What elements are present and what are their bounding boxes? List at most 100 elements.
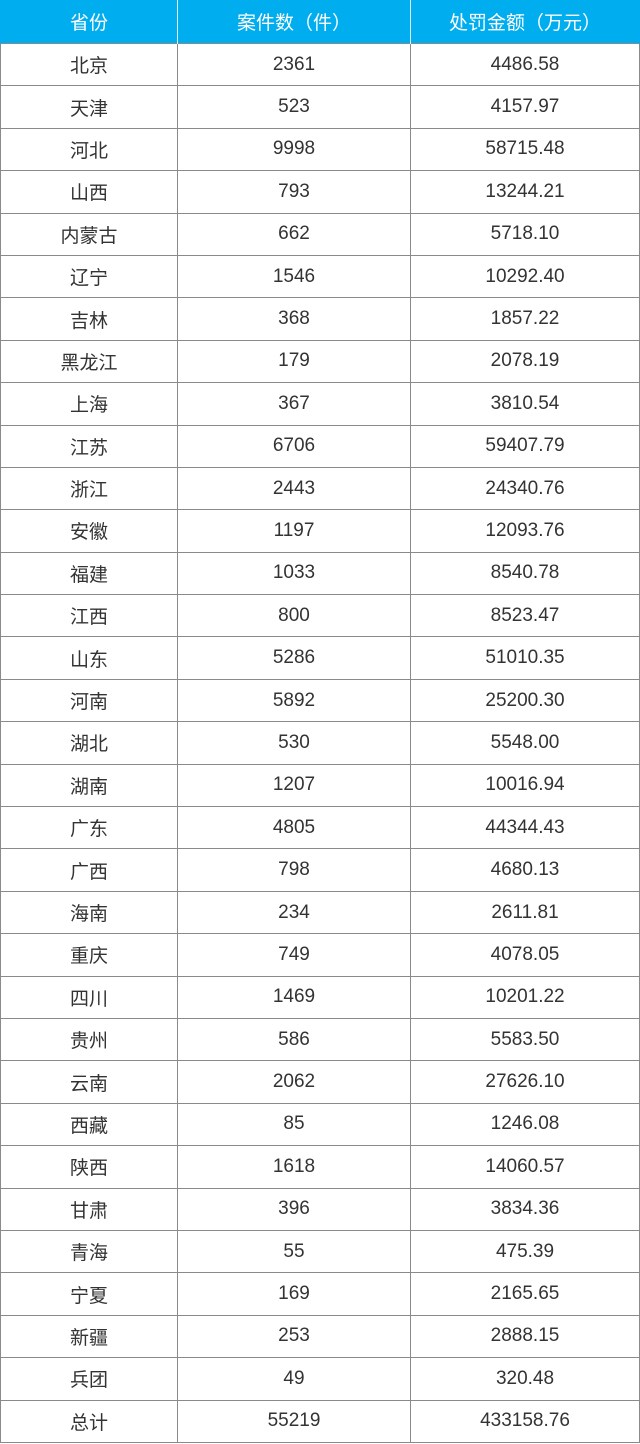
table-row: 海南 234 2611.81 (0, 890, 640, 935)
province-cell: 广西 (0, 848, 178, 892)
table-row: 湖南 1207 10016.94 (0, 763, 640, 808)
table-row: 北京 2361 4486.58 (0, 42, 640, 87)
province-cell: 宁夏 (0, 1272, 178, 1316)
province-cell: 贵州 (0, 1017, 178, 1062)
table-row: 青海 55 475.39 (0, 1229, 640, 1274)
table-row: 陕西 1618 14060.57 (0, 1145, 640, 1189)
case-count-cell: 749 (177, 933, 411, 977)
penalty-amount-cell: 14060.57 (410, 1145, 640, 1189)
penalty-amount-cell: 44344.43 (410, 806, 640, 850)
province-cell: 天津 (0, 85, 178, 129)
table-row: 辽宁 1546 10292.40 (0, 254, 640, 299)
table-row: 吉林 368 1857.22 (0, 297, 640, 341)
province-cell: 上海 (0, 382, 178, 426)
province-cell: 兵团 (0, 1357, 178, 1401)
case-count-cell: 55219 (177, 1399, 411, 1443)
case-count-cell: 49 (177, 1357, 411, 1401)
case-count-cell: 2361 (177, 42, 411, 87)
case-count-cell: 1033 (177, 551, 411, 596)
table-row: 福建 1033 8540.78 (0, 551, 640, 596)
table-row: 安徽 1197 12093.76 (0, 509, 640, 553)
header-case-count: 案件数（件） (177, 0, 411, 44)
penalty-amount-cell: 320.48 (410, 1357, 640, 1401)
penalty-amount-cell: 8540.78 (410, 551, 640, 596)
province-cell: 青海 (0, 1229, 178, 1274)
province-cell: 湖北 (0, 721, 178, 765)
table-row: 甘肃 396 3834.36 (0, 1187, 640, 1231)
case-count-cell: 5892 (177, 678, 411, 723)
table-row: 兵团 49 320.48 (0, 1357, 640, 1401)
case-count-cell: 1469 (177, 975, 411, 1019)
penalty-amount-cell: 5583.50 (410, 1017, 640, 1062)
case-count-cell: 2443 (177, 466, 411, 511)
table-row: 河北 9998 58715.48 (0, 127, 640, 172)
case-count-cell: 798 (177, 848, 411, 892)
province-cell: 黑龙江 (0, 339, 178, 384)
penalty-amount-cell: 4078.05 (410, 933, 640, 977)
province-cell: 广东 (0, 806, 178, 850)
province-cell: 重庆 (0, 933, 178, 977)
province-cell: 北京 (0, 42, 178, 87)
table-row: 河南 5892 25200.30 (0, 678, 640, 723)
table-row: 天津 523 4157.97 (0, 85, 640, 129)
table-body: 北京 2361 4486.58 天津 523 4157.97 河北 9998 58715.48 山… (0, 42, 640, 1443)
province-cell: 辽宁 (0, 254, 178, 299)
penalty-amount-cell: 5548.00 (410, 721, 640, 765)
penalty-amount-cell: 3810.54 (410, 382, 640, 426)
province-cell: 江西 (0, 594, 178, 638)
table-row: 贵州 586 5583.50 (0, 1017, 640, 1062)
table-row: 宁夏 169 2165.65 (0, 1272, 640, 1316)
penalty-amount-cell: 2165.65 (410, 1272, 640, 1316)
penalty-amount-cell: 10292.40 (410, 254, 640, 299)
penalty-amount-cell: 2888.15 (410, 1314, 640, 1359)
penalty-amount-cell: 25200.30 (410, 678, 640, 723)
penalty-amount-cell: 4680.13 (410, 848, 640, 892)
table-row: 黑龙江 179 2078.19 (0, 339, 640, 384)
penalty-amount-cell: 3834.36 (410, 1187, 640, 1231)
case-count-cell: 523 (177, 85, 411, 129)
province-cell: 四川 (0, 975, 178, 1019)
table-row: 云南 2062 27626.10 (0, 1060, 640, 1104)
case-count-cell: 1207 (177, 763, 411, 808)
table-row: 浙江 2443 24340.76 (0, 466, 640, 511)
case-count-cell: 1618 (177, 1145, 411, 1189)
table-row: 江西 800 8523.47 (0, 594, 640, 638)
header-row: 省份 案件数（件） 处罚金额（万元） (0, 0, 640, 44)
province-cell: 甘肃 (0, 1187, 178, 1231)
province-cell: 总计 (0, 1399, 178, 1443)
penalty-amount-cell: 4486.58 (410, 42, 640, 87)
penalty-amount-cell: 51010.35 (410, 636, 640, 680)
penalty-amount-cell: 1246.08 (410, 1102, 640, 1147)
province-cell: 江苏 (0, 424, 178, 468)
province-cell: 河北 (0, 127, 178, 172)
case-count-cell: 662 (177, 212, 411, 256)
table-row: 广西 798 4680.13 (0, 848, 640, 892)
penalty-amount-cell: 24340.76 (410, 466, 640, 511)
penalty-amount-cell: 59407.79 (410, 424, 640, 468)
penalty-amount-cell: 58715.48 (410, 127, 640, 172)
penalty-amount-cell: 8523.47 (410, 594, 640, 638)
table-row: 山西 793 13244.21 (0, 170, 640, 214)
province-cell: 内蒙古 (0, 212, 178, 256)
case-count-cell: 85 (177, 1102, 411, 1147)
case-count-cell: 396 (177, 1187, 411, 1231)
case-count-cell: 2062 (177, 1060, 411, 1104)
case-count-cell: 368 (177, 297, 411, 341)
province-cell: 云南 (0, 1060, 178, 1104)
case-count-cell: 367 (177, 382, 411, 426)
total-row: 总计 55219 433158.76 (0, 1399, 640, 1443)
case-count-cell: 234 (177, 890, 411, 935)
table-row: 新疆 253 2888.15 (0, 1314, 640, 1359)
province-cell: 河南 (0, 678, 178, 723)
penalty-amount-cell: 12093.76 (410, 509, 640, 553)
table-row: 上海 367 3810.54 (0, 382, 640, 426)
header-province: 省份 (0, 0, 178, 44)
header-penalty-amount: 处罚金额（万元） (410, 0, 640, 44)
province-cell: 福建 (0, 551, 178, 596)
case-count-cell: 253 (177, 1314, 411, 1359)
case-count-cell: 6706 (177, 424, 411, 468)
penalty-amount-cell: 4157.97 (410, 85, 640, 129)
table-row: 江苏 6706 59407.79 (0, 424, 640, 468)
penalty-amount-cell: 13244.21 (410, 170, 640, 214)
